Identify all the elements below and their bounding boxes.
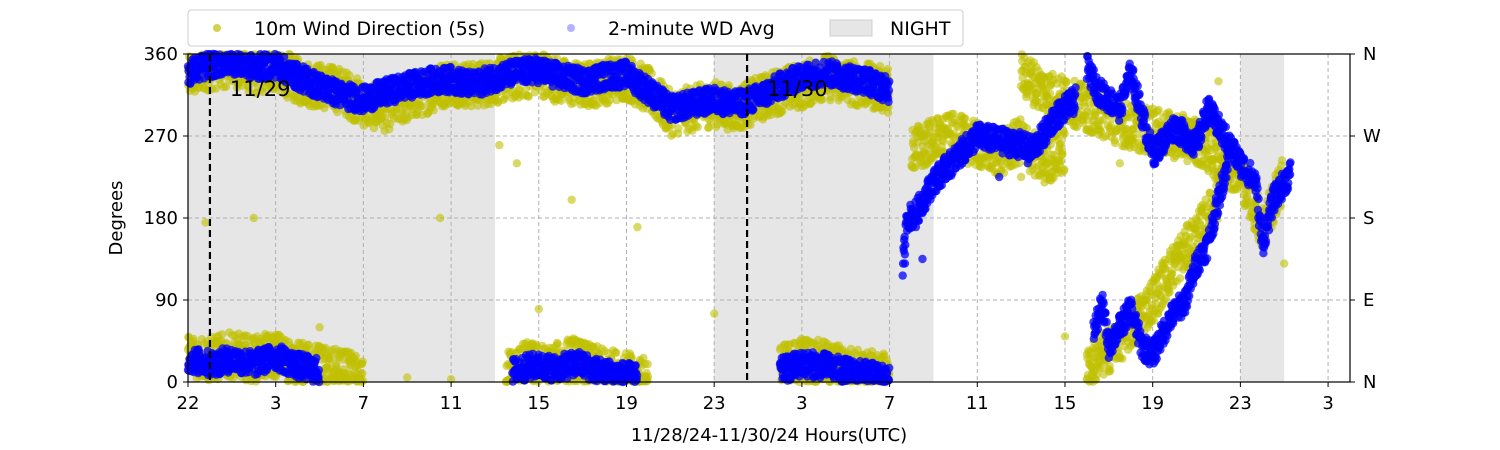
data-point — [244, 82, 254, 92]
data-point — [1062, 77, 1071, 86]
data-point — [643, 372, 653, 381]
data-point — [217, 330, 227, 339]
data-point — [315, 323, 324, 332]
data-point — [556, 96, 566, 106]
data-point — [345, 71, 354, 80]
data-point — [1110, 138, 1120, 148]
data-point — [1106, 366, 1115, 376]
data-point — [417, 101, 427, 111]
data-point — [512, 159, 522, 168]
data-point — [567, 195, 576, 204]
data-point — [495, 140, 504, 150]
data-point — [358, 357, 367, 366]
data-point — [1175, 274, 1185, 283]
data-point — [1060, 332, 1070, 341]
data-point — [403, 373, 412, 382]
data-point — [1277, 156, 1287, 165]
data-point — [709, 309, 719, 318]
data-point — [1149, 316, 1159, 325]
data-point — [534, 304, 543, 314]
data-point — [358, 369, 367, 378]
data-point — [1060, 165, 1069, 174]
data-point — [961, 114, 970, 123]
data-point — [524, 92, 533, 101]
data-point — [633, 222, 642, 232]
data-point — [1082, 350, 1092, 359]
data-point — [467, 102, 476, 111]
data-point — [1060, 129, 1069, 138]
data-point — [1058, 149, 1067, 159]
data-point — [249, 213, 258, 223]
data-point — [1115, 159, 1124, 168]
data-series — [183, 49, 1295, 387]
data-point — [429, 106, 438, 115]
data-point — [1148, 104, 1157, 113]
data-point — [1214, 77, 1223, 86]
data-point — [221, 82, 231, 92]
data-point — [1280, 259, 1289, 268]
data-point — [643, 359, 652, 369]
data-point — [674, 124, 683, 133]
data-point — [1056, 139, 1066, 148]
data-point — [1045, 89, 1055, 98]
data-point — [333, 107, 342, 117]
data-point — [693, 122, 702, 132]
data-point — [1118, 354, 1127, 363]
data-point — [435, 213, 445, 223]
data-point — [612, 348, 621, 358]
data-point — [201, 218, 210, 227]
data-point — [1016, 172, 1026, 182]
